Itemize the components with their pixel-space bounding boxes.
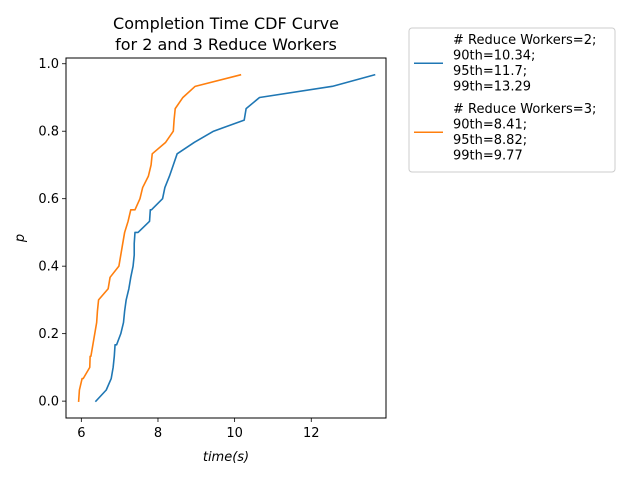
y-tick-label: 1.0 <box>38 57 59 72</box>
series-layer <box>77 73 376 403</box>
y-tick-label: 0.0 <box>38 395 59 410</box>
plot-area-frame <box>65 57 387 419</box>
x-tick-label: 8 <box>154 426 162 441</box>
legend-label-line: 90th=8.41; <box>453 118 527 133</box>
y-tick-label: 0.2 <box>38 327 59 342</box>
legend-label-line: 95th=11.7; <box>453 64 527 79</box>
chart-title-line-2: for 2 and 3 Reduce Workers <box>115 35 337 54</box>
y-axis-ticks: 0.0 0.2 0.4 0.6 0.8 1.0 <box>38 57 66 410</box>
y-axis-label: p <box>13 234 28 243</box>
series-line-1 <box>94 73 376 403</box>
x-axis-ticks: 6 8 10 12 <box>77 418 320 441</box>
y-tick-label: 0.6 <box>38 192 59 207</box>
legend-label-line: 99th=13.29 <box>453 80 531 95</box>
chart-title-line-1: Completion Time CDF Curve <box>113 14 339 33</box>
legend-frame <box>408 27 616 173</box>
legend: # Reduce Workers=2;90th=10.34;95th=11.7;… <box>408 27 616 173</box>
x-tick-label: 12 <box>303 426 320 441</box>
y-tick-label: 0.4 <box>38 260 59 275</box>
legend-label-line: 95th=8.82; <box>453 133 527 148</box>
legend-label-line: # Reduce Workers=3; <box>453 102 596 117</box>
legend-label-line: 90th=10.34; <box>453 49 535 64</box>
y-tick-label: 0.8 <box>38 125 59 140</box>
legend-entries: # Reduce Workers=2;90th=10.34;95th=11.7;… <box>414 33 596 164</box>
x-tick-label: 6 <box>77 426 85 441</box>
legend-label-line: # Reduce Workers=2; <box>453 33 596 48</box>
series-line-2 <box>77 73 242 402</box>
legend-label-line: 99th=9.77 <box>453 149 523 164</box>
x-tick-label: 10 <box>226 426 243 441</box>
x-axis-label: time(s) <box>203 450 249 465</box>
